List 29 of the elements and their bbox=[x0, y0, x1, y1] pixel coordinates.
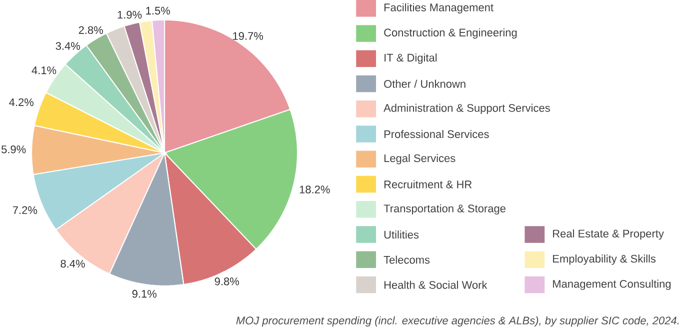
data-label: 2.8% bbox=[78, 26, 103, 34]
legend-label: Utilities bbox=[384, 230, 419, 239]
legend-label: Management Consulting bbox=[553, 280, 671, 290]
legend-label: Recruitment & HR bbox=[384, 180, 472, 189]
data-label: 4.1% bbox=[32, 66, 56, 74]
data-label: 9.8% bbox=[214, 278, 239, 286]
legend-label: Telecoms bbox=[384, 256, 430, 264]
legend-label: Professional Services bbox=[384, 130, 489, 138]
data-label: 3.4% bbox=[56, 42, 80, 50]
legend-label: Legal Services bbox=[384, 154, 456, 164]
data-label: 1.5% bbox=[146, 7, 170, 15]
data-label: 9.1% bbox=[132, 290, 156, 298]
legend-label: Transportation & Storage bbox=[384, 204, 506, 215]
data-label: 8.4% bbox=[60, 260, 85, 268]
legend-label: IT & Digital bbox=[384, 54, 437, 64]
legend-label: Administration & Support Services bbox=[384, 104, 550, 114]
data-label: 7.2% bbox=[12, 206, 38, 214]
data-label: 18.2% bbox=[300, 186, 330, 194]
legend-label: Other / Unknown bbox=[384, 80, 466, 88]
data-label: 1.9% bbox=[118, 11, 142, 19]
data-label: 19.7% bbox=[233, 32, 264, 40]
legend-label: Real Estate & Property bbox=[553, 230, 664, 240]
legend-label: Health & Social Work bbox=[384, 280, 488, 290]
data-label: 4.2% bbox=[9, 98, 34, 106]
data-label: 5.9% bbox=[2, 146, 26, 154]
legend-label: Construction & Engineering bbox=[384, 28, 517, 39]
text: MOJ procurement spending (incl. executive agencies & ALBs), by supplier SIC code, 2024. bbox=[236, 316, 679, 327]
legend-label: Employability & Skills bbox=[553, 254, 656, 266]
legend-label: Facilities Management bbox=[384, 3, 494, 14]
